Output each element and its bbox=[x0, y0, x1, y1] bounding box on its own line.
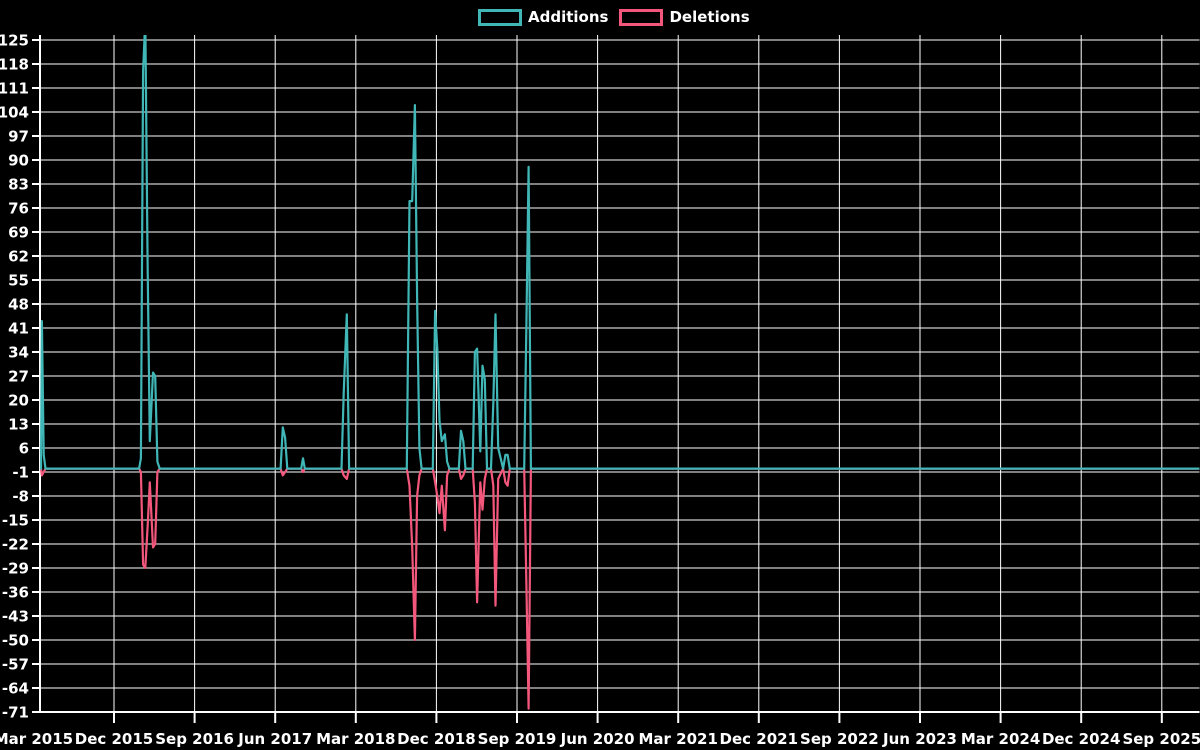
y-tick-label: -22 bbox=[2, 535, 29, 553]
y-tick-label: 76 bbox=[8, 199, 29, 217]
plot-area[interactable] bbox=[40, 35, 1200, 713]
y-tick-label: 104 bbox=[0, 103, 29, 121]
y-tick-label: -15 bbox=[2, 511, 29, 529]
x-tick-label: Dec 2021 bbox=[720, 730, 799, 748]
x-tick-label: Sep 2019 bbox=[478, 730, 557, 748]
y-tick-label: -57 bbox=[2, 655, 29, 673]
y-tick-label: 55 bbox=[8, 271, 29, 289]
y-tick-label: -36 bbox=[2, 583, 29, 601]
y-tick-label: 27 bbox=[8, 367, 29, 385]
y-tick-label: 111 bbox=[0, 79, 29, 97]
y-tick-label: 83 bbox=[8, 175, 29, 193]
legend-item-additions: Additions bbox=[478, 8, 608, 27]
y-tick-label: 62 bbox=[8, 247, 29, 265]
x-tick-label: Dec 2018 bbox=[397, 730, 476, 748]
x-tick-label: Mar 2018 bbox=[316, 730, 395, 748]
x-tick-label: Sep 2025 bbox=[1122, 730, 1200, 748]
y-tick-label: -50 bbox=[2, 631, 29, 649]
x-tick-label: Mar 2015 bbox=[0, 730, 73, 748]
x-tick-label: Mar 2021 bbox=[638, 730, 717, 748]
x-tick-label: Mar 2024 bbox=[961, 730, 1040, 748]
y-tick-label: 13 bbox=[8, 415, 29, 433]
additions-swatch bbox=[478, 9, 522, 26]
y-tick-label: 118 bbox=[0, 55, 29, 73]
y-tick-label: -1 bbox=[12, 463, 29, 481]
y-tick-label: 6 bbox=[19, 439, 29, 457]
deletions-legend-label: Deletions bbox=[669, 8, 750, 26]
y-tick-label: -29 bbox=[2, 559, 29, 577]
y-tick-label: 69 bbox=[8, 223, 29, 241]
x-tick-label: Dec 2024 bbox=[1042, 730, 1121, 748]
y-tick-label: -8 bbox=[12, 487, 29, 505]
y-tick-label: -64 bbox=[2, 679, 29, 697]
x-tick-label: Dec 2015 bbox=[75, 730, 154, 748]
legend-item-deletions: Deletions bbox=[619, 8, 750, 27]
chart-legend: Additions Deletions bbox=[478, 8, 750, 27]
x-tick-label: Jun 2020 bbox=[560, 730, 635, 748]
x-tick-label: Sep 2022 bbox=[800, 730, 879, 748]
y-tick-label: 34 bbox=[8, 343, 29, 361]
y-tick-label: 125 bbox=[0, 31, 29, 49]
y-tick-label: 90 bbox=[8, 151, 29, 169]
additions-legend-label: Additions bbox=[528, 8, 609, 26]
y-tick-label: 41 bbox=[8, 319, 29, 337]
y-tick-label: -43 bbox=[2, 607, 29, 625]
deletions-swatch bbox=[619, 9, 664, 26]
y-tick-label: 48 bbox=[8, 295, 29, 313]
additions-line bbox=[40, 35, 1200, 470]
x-tick-label: Jun 2023 bbox=[882, 730, 957, 748]
y-tick-label: 20 bbox=[8, 391, 29, 409]
x-tick-label: Sep 2016 bbox=[155, 730, 234, 748]
y-tick-label: -71 bbox=[2, 703, 29, 721]
y-tick-label: 97 bbox=[8, 127, 29, 145]
x-tick-label: Jun 2017 bbox=[237, 730, 312, 748]
